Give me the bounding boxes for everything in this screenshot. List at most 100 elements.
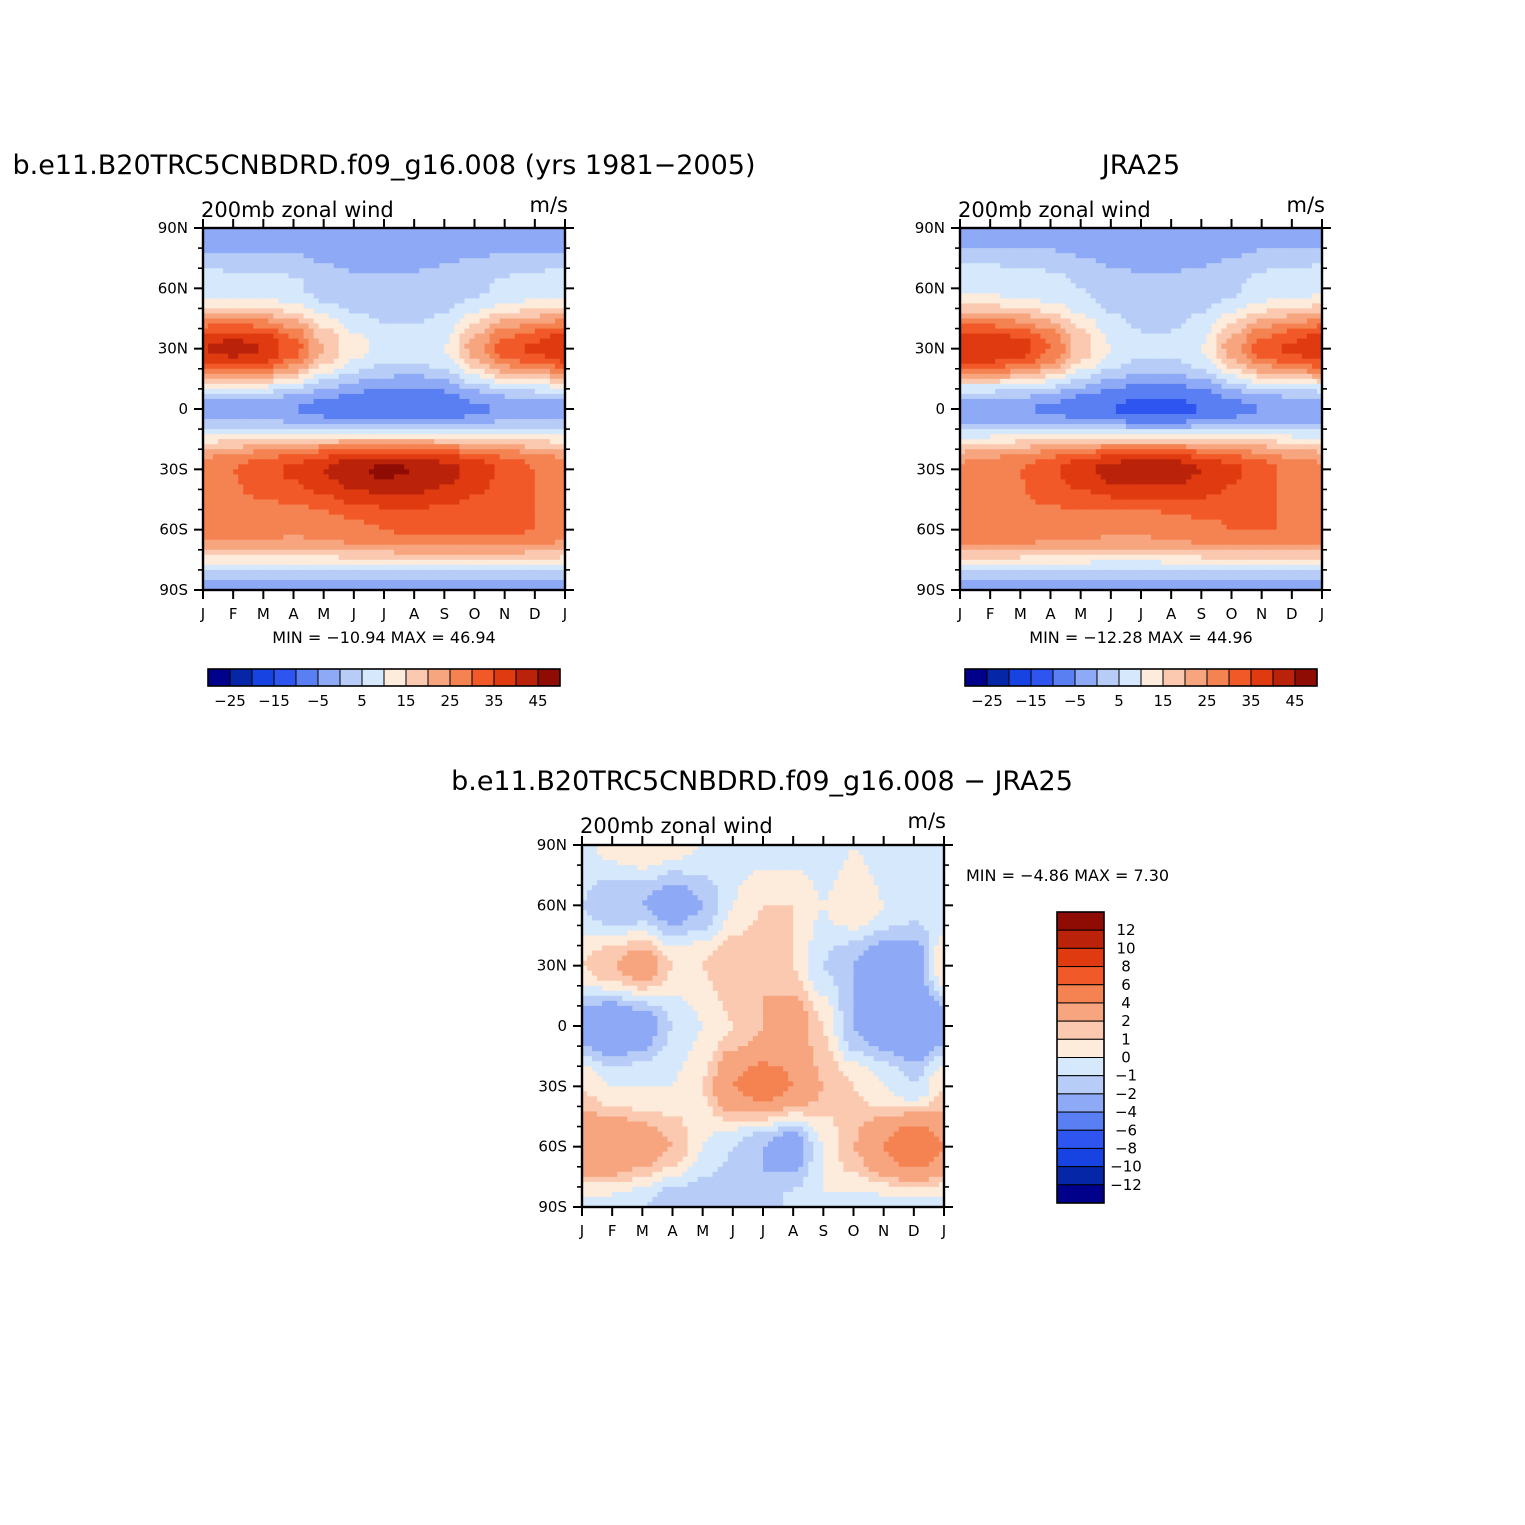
heatmap-cell xyxy=(389,564,395,571)
heatmap-cell xyxy=(424,348,430,355)
heatmap-cell xyxy=(424,403,430,410)
heatmap-cell xyxy=(544,454,551,460)
heatmap-cell xyxy=(213,403,219,410)
heatmap-cell xyxy=(514,474,521,480)
heatmap-cell xyxy=(358,398,365,405)
heatmap-cell xyxy=(484,398,491,405)
heatmap-cell xyxy=(424,464,430,470)
heatmap-cell xyxy=(358,298,365,305)
heatmap-cell xyxy=(399,323,405,330)
heatmap-cell xyxy=(464,358,471,365)
heatmap-cell xyxy=(474,358,481,365)
heatmap-cell xyxy=(283,338,290,345)
heatmap-cell xyxy=(203,253,209,259)
heatmap-cell xyxy=(253,414,259,420)
heatmap-cell xyxy=(479,494,486,501)
heatmap-cell xyxy=(218,424,224,430)
heatmap-cell xyxy=(213,534,219,541)
heatmap-cell xyxy=(278,524,285,531)
heatmap-cell xyxy=(464,499,471,506)
heatmap-cell xyxy=(253,539,259,546)
heatmap-cell xyxy=(338,283,345,289)
heatmap-cell xyxy=(233,313,239,320)
heatmap-cell xyxy=(268,469,274,475)
heatmap-cell xyxy=(208,479,214,486)
heatmap-cell xyxy=(539,348,546,355)
heatmap-cell xyxy=(389,409,395,415)
heatmap-cell xyxy=(283,559,290,566)
heatmap-cell xyxy=(208,338,214,345)
heatmap-cell xyxy=(373,343,380,350)
heatmap-cell xyxy=(469,323,476,330)
heatmap-cell xyxy=(238,449,244,455)
heatmap-cell xyxy=(449,464,455,470)
heatmap-cell xyxy=(253,514,259,521)
heatmap-cell xyxy=(459,228,466,234)
heatmap-cell xyxy=(559,424,566,430)
heatmap-cell xyxy=(258,434,264,440)
heatmap-cell xyxy=(273,534,280,541)
heatmap-cell xyxy=(399,409,405,415)
heatmap-cell xyxy=(404,559,410,566)
heatmap-cell xyxy=(313,343,320,350)
heatmap-cell xyxy=(524,273,531,279)
heatmap-cell xyxy=(303,298,310,305)
heatmap-cell xyxy=(509,449,516,455)
heatmap-cell xyxy=(363,534,370,541)
heatmap-cell xyxy=(278,358,285,365)
heatmap-cell xyxy=(358,293,365,299)
heatmap-cell xyxy=(509,323,516,330)
heatmap-cell xyxy=(358,564,365,571)
heatmap-cell xyxy=(218,419,224,425)
heatmap-cell xyxy=(554,449,561,455)
heatmap-cell xyxy=(268,248,274,254)
heatmap-cell xyxy=(384,429,390,435)
heatmap-cell xyxy=(404,479,410,486)
heatmap-cell xyxy=(414,378,420,385)
heatmap-cell xyxy=(414,368,420,375)
heatmap-cell xyxy=(514,409,521,415)
heatmap-cell xyxy=(358,479,365,486)
heatmap-cell xyxy=(449,353,455,360)
heatmap-cell xyxy=(504,258,511,264)
heatmap-cell xyxy=(509,499,516,506)
heatmap-cell xyxy=(328,348,335,355)
heatmap-cell xyxy=(404,278,410,284)
heatmap-cell xyxy=(489,333,496,340)
heatmap-cell xyxy=(273,509,280,516)
heatmap-cell xyxy=(273,238,280,244)
heatmap-cell xyxy=(213,439,219,445)
heatmap-cell xyxy=(414,454,420,460)
heatmap-cell xyxy=(514,489,521,496)
heatmap-cell xyxy=(333,434,340,440)
heatmap-cell xyxy=(378,348,385,355)
heatmap-cell xyxy=(208,273,214,279)
heatmap-cell xyxy=(524,378,531,385)
heatmap-cell xyxy=(424,378,430,385)
heatmap-cell xyxy=(313,444,320,450)
heatmap-cell xyxy=(419,343,425,350)
heatmap-cell xyxy=(283,363,290,370)
heatmap-cell xyxy=(328,403,335,410)
heatmap-cell xyxy=(439,323,445,330)
heatmap-cell xyxy=(394,363,400,370)
heatmap-cell xyxy=(248,459,254,465)
heatmap-cell xyxy=(529,509,536,516)
heatmap-cell xyxy=(218,484,224,491)
heatmap-cell xyxy=(338,454,345,460)
heatmap-cell xyxy=(464,338,471,345)
heatmap-cell xyxy=(263,358,269,365)
heatmap-cell xyxy=(534,554,541,561)
heatmap-cell xyxy=(404,539,410,546)
heatmap-cell xyxy=(203,439,209,445)
heatmap-cell xyxy=(449,233,455,239)
heatmap-cell xyxy=(439,343,445,350)
heatmap-cell xyxy=(384,343,390,350)
heatmap-cell xyxy=(268,233,274,239)
heatmap-cell xyxy=(549,388,556,395)
heatmap-cell xyxy=(318,429,325,435)
heatmap-cell xyxy=(353,273,360,279)
heatmap-cell xyxy=(419,313,425,320)
heatmap-cell xyxy=(384,253,390,259)
heatmap-cell xyxy=(489,474,496,480)
